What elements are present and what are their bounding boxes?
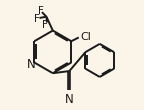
Text: Cl: Cl — [81, 32, 92, 42]
Text: N: N — [65, 94, 74, 106]
Text: F: F — [38, 6, 43, 16]
Text: F: F — [34, 14, 40, 24]
Text: N: N — [27, 58, 36, 71]
Text: F: F — [42, 20, 48, 30]
